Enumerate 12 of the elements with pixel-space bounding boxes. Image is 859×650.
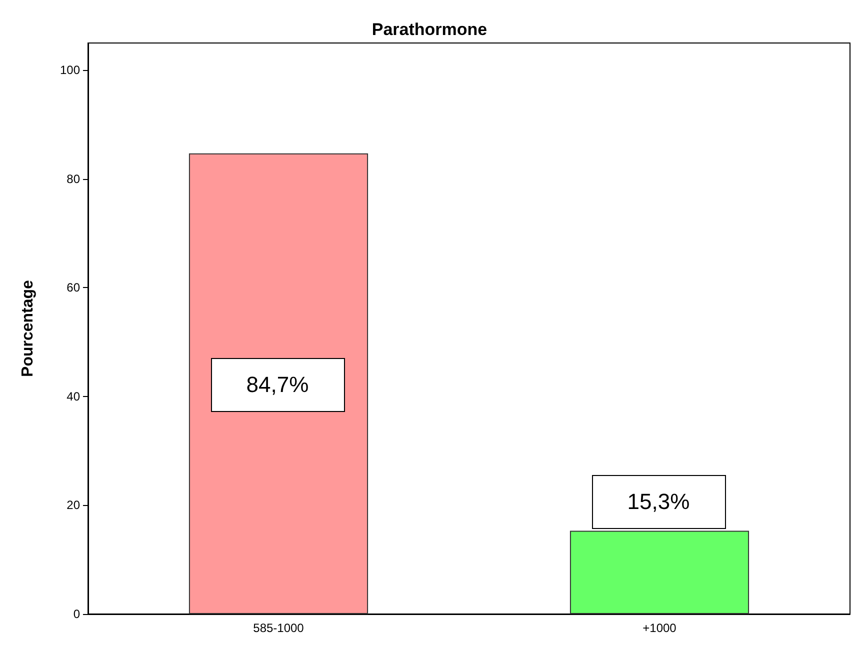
y-axis-title: Pourcentage (20, 280, 36, 377)
y-tick-label: 0 (73, 607, 80, 621)
data-label: 84,7% (246, 372, 309, 398)
x-tick-label: 585-1000 (253, 621, 304, 635)
y-tick-label: 40 (66, 389, 80, 404)
x-tick-label: +1000 (642, 621, 677, 635)
y-tick-label: 20 (66, 498, 80, 512)
chart-title: Parathormone (372, 20, 488, 39)
data-label: 15,3% (627, 488, 690, 515)
y-tick-label: 80 (66, 172, 80, 186)
y-tick-label: 100 (60, 63, 80, 78)
y-tick-label: 60 (66, 280, 80, 295)
